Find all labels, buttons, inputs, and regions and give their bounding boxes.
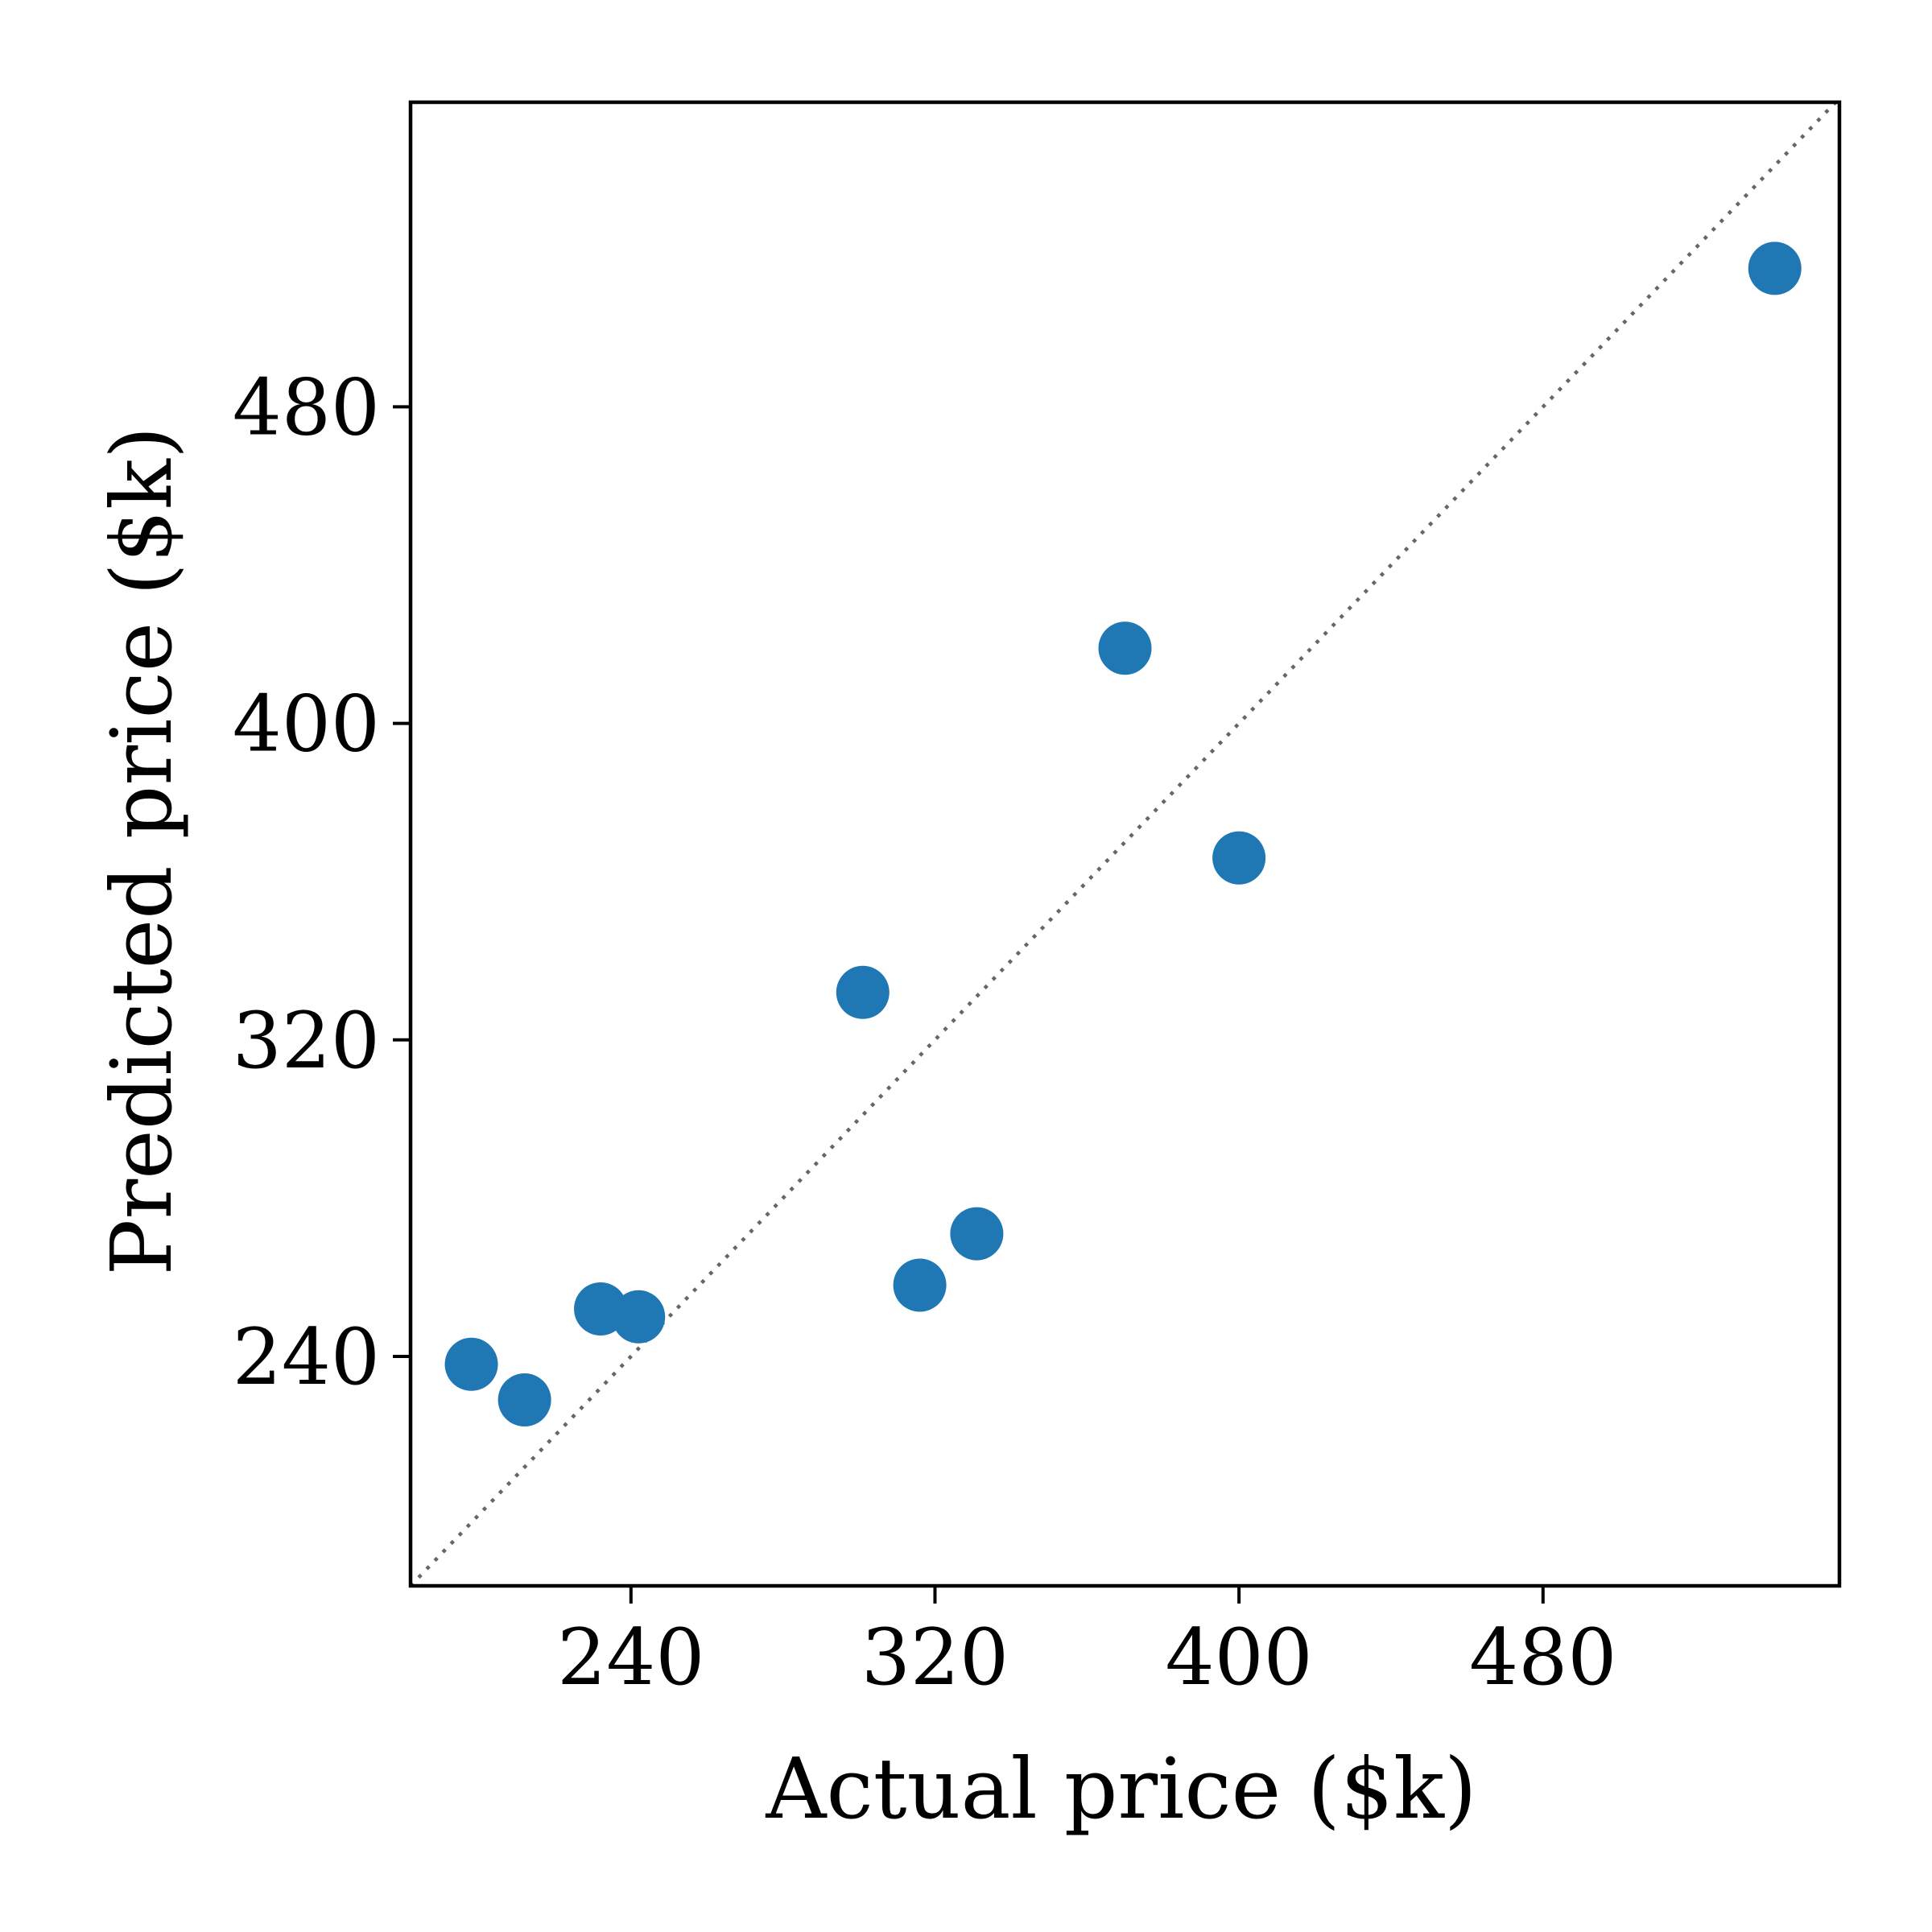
x-tick-label: 240 xyxy=(557,1612,704,1703)
x-axis: 240 320 400 480 xyxy=(557,1586,1616,1703)
x-tick-label: 480 xyxy=(1469,1612,1616,1703)
scatter-point xyxy=(1212,831,1266,885)
identity-reference-line xyxy=(409,101,1837,1587)
y-tick-label: 480 xyxy=(233,362,380,452)
x-tick-label: 320 xyxy=(861,1612,1009,1703)
y-axis-label: Predicted price ($k) xyxy=(93,426,191,1275)
axes-frame xyxy=(408,100,1842,1588)
y-axis: 240 320 400 480 xyxy=(233,362,411,1402)
x-tick-label: 400 xyxy=(1166,1612,1313,1703)
scatter-point xyxy=(444,1337,498,1391)
y-tick-label: 240 xyxy=(233,1312,380,1402)
y-tick-label: 400 xyxy=(233,679,380,770)
scatter-point xyxy=(612,1290,666,1344)
plot-area xyxy=(408,100,1842,1588)
points-layer xyxy=(444,242,1802,1427)
scatter-point xyxy=(497,1373,551,1427)
scatter-point xyxy=(950,1207,1004,1261)
x-axis-label: Actual price ($k) xyxy=(765,1740,1476,1838)
reference-line-layer xyxy=(409,101,1837,1587)
scatter-point xyxy=(1098,621,1152,675)
y-tick-label: 320 xyxy=(233,996,380,1086)
scatter-point xyxy=(893,1258,947,1312)
scatter-point xyxy=(1748,242,1802,295)
scatter-point xyxy=(836,965,890,1019)
